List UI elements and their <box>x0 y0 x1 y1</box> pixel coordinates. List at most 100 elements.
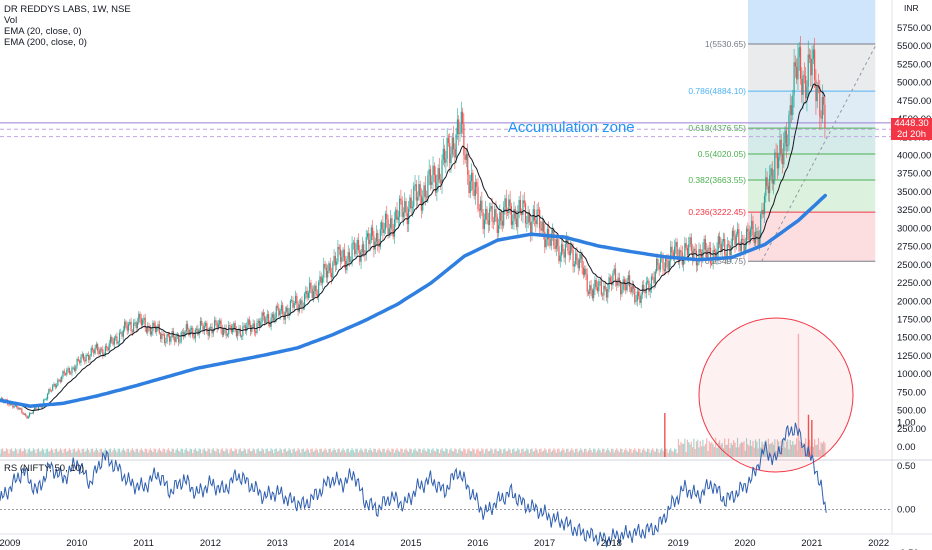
rs-legend[interactable]: RS (NIFTY, 50, 10) <box>4 463 85 474</box>
volume-bar <box>802 442 804 457</box>
candle-body <box>72 367 74 369</box>
volume-bar <box>757 448 759 457</box>
volume-bar <box>758 438 760 457</box>
candle-body <box>126 326 128 331</box>
candle-body <box>424 185 426 197</box>
candle-body <box>689 237 691 245</box>
volume-bar <box>3 451 5 457</box>
candle-body <box>77 359 79 361</box>
candle-body <box>139 313 141 319</box>
volume-bar <box>377 450 379 457</box>
candle-body <box>319 276 321 283</box>
volume-bar <box>64 448 67 457</box>
volume-bar <box>44 453 46 457</box>
candle-body <box>400 198 402 201</box>
ema200-legend[interactable]: EMA (200, close, 0) <box>4 37 87 48</box>
volume-legend[interactable]: Vol <box>4 15 18 26</box>
candle-body <box>280 305 283 311</box>
volume-bar <box>88 449 90 457</box>
volume-bar <box>121 450 123 457</box>
volume-bar <box>195 450 198 457</box>
volume-bar <box>239 448 241 457</box>
volume-bar <box>307 449 309 457</box>
candle-body <box>255 331 257 333</box>
candle-body <box>600 281 602 295</box>
candle-body <box>452 137 455 150</box>
volume-bar <box>623 450 626 457</box>
candle-body <box>594 279 596 290</box>
volume-bar <box>720 444 722 457</box>
candle-body <box>124 321 126 330</box>
volume-bar <box>437 449 439 457</box>
candle-body <box>265 318 267 324</box>
volume-bar <box>86 448 88 457</box>
symbol-title[interactable]: DR REDDYS LABS, 1W, NSE <box>4 4 131 15</box>
volume-bar <box>8 453 10 457</box>
volume-bar <box>163 448 166 457</box>
volume-bar <box>70 449 72 457</box>
ema20-legend[interactable]: EMA (20, close, 0) <box>4 26 82 37</box>
volume-bar <box>558 448 560 457</box>
price-axis-tick: 5750.00 <box>897 23 931 34</box>
candle-body <box>89 355 91 360</box>
volume-bar <box>91 448 94 457</box>
candle-body <box>726 244 728 258</box>
ema200-line <box>0 193 827 408</box>
candle-body <box>418 184 420 198</box>
candle-body <box>823 96 825 105</box>
candle-body <box>262 312 265 316</box>
candle-body <box>160 333 162 340</box>
candle-body <box>206 323 208 332</box>
candle-body <box>365 237 367 255</box>
volume-bar <box>328 448 330 457</box>
fib-zone <box>748 128 876 155</box>
volume-spike <box>664 413 666 457</box>
volume-bar <box>760 447 762 457</box>
price-axis-tick: 1250.00 <box>897 351 931 362</box>
candle-body <box>441 159 443 184</box>
volume-bar <box>488 451 491 457</box>
candle-body <box>451 137 453 155</box>
candle-body <box>632 285 635 289</box>
candle-body <box>464 155 466 160</box>
volume-bar <box>251 451 253 457</box>
volume-bar <box>546 452 548 457</box>
candle-body <box>443 148 446 163</box>
volume-bar <box>378 448 380 457</box>
candle-body <box>545 239 547 248</box>
candle-body <box>363 244 365 255</box>
volume-bar <box>37 448 40 457</box>
candle-body <box>310 282 312 289</box>
volume-bar <box>332 450 334 457</box>
volume-bar <box>52 449 54 457</box>
volume-bar <box>519 453 521 457</box>
candle-body <box>88 355 90 360</box>
candle-body <box>817 86 820 88</box>
candle-body <box>542 221 545 232</box>
volume-bar <box>443 451 446 457</box>
volume-bar <box>158 448 160 457</box>
candle-body <box>76 359 78 367</box>
candle-body <box>197 328 199 335</box>
candle-body <box>174 337 176 342</box>
volume-bar <box>338 448 340 457</box>
volume-bar <box>391 448 393 457</box>
volume-bar <box>749 439 752 457</box>
volume-bar <box>175 449 177 457</box>
volume-bar <box>179 451 181 457</box>
candle-body <box>605 289 608 298</box>
volume-bar <box>117 448 119 457</box>
candle-body <box>587 291 590 294</box>
candle-body <box>183 331 185 337</box>
candle-body <box>194 329 196 339</box>
volume-bar <box>533 450 536 457</box>
candle-body <box>487 220 489 225</box>
candle-body <box>330 272 333 278</box>
volume-bar <box>670 448 672 457</box>
volume-bar <box>617 450 619 457</box>
candle-body <box>455 134 457 158</box>
candle-body <box>231 328 234 333</box>
candle-body <box>86 355 88 356</box>
candle-body <box>625 284 627 291</box>
